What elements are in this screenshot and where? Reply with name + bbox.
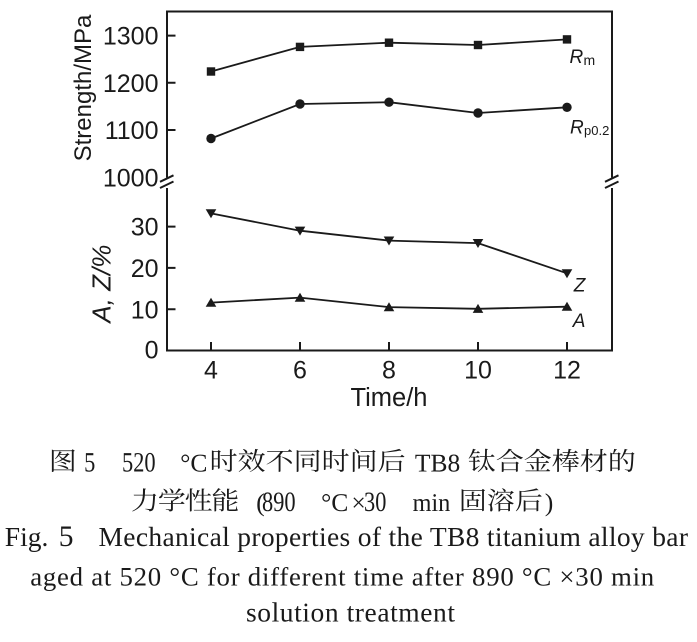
svg-text:0: 0	[145, 336, 159, 364]
svg-text:aged at 520 °C for different t: aged at 520 °C for different time after …	[30, 562, 654, 592]
svg-text:10: 10	[131, 296, 159, 324]
svg-text:solution treatment: solution treatment	[246, 597, 455, 628]
svg-text:4: 4	[204, 357, 218, 385]
svg-text:Fig. 5: Fig. 5	[5, 521, 74, 553]
svg-text:Time/h: Time/h	[351, 384, 428, 412]
svg-text:R: R	[570, 117, 584, 138]
svg-text:8: 8	[382, 357, 396, 385]
svg-text:A, Z/%: A, Z/%	[87, 245, 117, 325]
svg-text:1000: 1000	[103, 164, 159, 192]
svg-text:20: 20	[131, 255, 159, 283]
svg-text:6: 6	[293, 357, 307, 385]
svg-text:A: A	[572, 311, 586, 332]
svg-text:10: 10	[464, 357, 492, 385]
svg-text:p0.2: p0.2	[584, 123, 609, 138]
svg-text:12: 12	[553, 357, 581, 385]
svg-text:Mechanical properties of the T: Mechanical properties of the TB8 titaniu…	[99, 521, 689, 552]
svg-text:30: 30	[131, 214, 159, 242]
svg-text:1300: 1300	[103, 23, 159, 51]
svg-text:Z: Z	[573, 275, 587, 296]
svg-text:Strength/MPa: Strength/MPa	[70, 14, 97, 161]
svg-text:1200: 1200	[103, 70, 159, 98]
svg-text:m: m	[584, 52, 596, 68]
svg-text:R: R	[570, 47, 584, 68]
svg-text:1100: 1100	[105, 117, 159, 145]
